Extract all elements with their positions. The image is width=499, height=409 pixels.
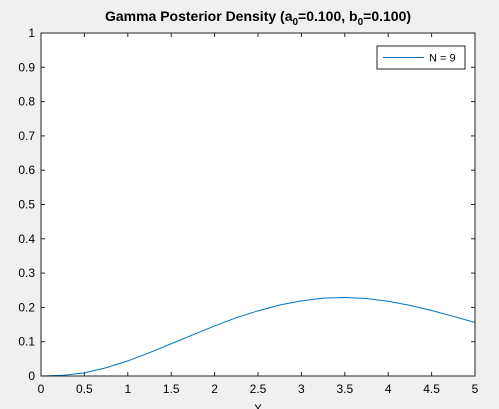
y-tick-label: 0.5 [18,198,35,212]
title-sub-a: 0 [292,17,298,28]
x-axis-label: X [254,402,262,409]
title-prefix: Gamma Posterior Density (a [105,8,293,24]
y-tick-label: 0.6 [18,163,35,177]
y-tick-label: 0 [28,369,35,383]
y-tick-labels: 0 0.1 0.2 0.3 0.4 0.5 0.6 0.7 0.8 0.9 1 [18,26,35,383]
title-mid: =0.100, b [298,8,358,24]
y-tick-label: 0.4 [18,232,35,246]
x-tick-label: 0.5 [76,382,93,396]
x-tick-label: 1 [124,382,131,396]
title-suffix: =0.100) [363,8,411,24]
title-sub-b: 0 [358,17,364,28]
y-tick-label: 0.2 [18,300,35,314]
plot-area [41,33,475,376]
x-tick-label: 3 [298,382,305,396]
y-tick-label: 0.9 [18,60,35,74]
axes-box [40,32,476,377]
x-tick-label: 4.5 [423,382,440,396]
x-tick-label: 0 [38,382,45,396]
legend-entry-n9: N = 9 [429,53,456,65]
series-line-n9 [40,296,476,377]
y-tick-label: 0.3 [18,266,35,280]
legend: N = 9 [376,45,466,70]
x-tick-label: 5 [472,382,479,396]
y-tick-label: 1 [28,26,35,40]
x-tick-label: 4 [385,382,392,396]
x-tick-label: 1.5 [163,382,180,396]
chart-title: Gamma Posterior Density (a0=0.100, b0=0.… [105,8,411,28]
tick-marks [40,32,476,377]
x-tick-label: 2.5 [250,382,267,396]
x-tick-label: 3.5 [336,382,353,396]
y-tick-label: 0.1 [18,335,35,349]
y-tick-label: 0.7 [18,129,35,143]
y-tick-label: 0.8 [18,95,35,109]
x-tick-label: 2 [211,382,218,396]
x-tick-labels: 0 0.5 1 1.5 2 2.5 3 3.5 4 4.5 5 [38,382,479,396]
